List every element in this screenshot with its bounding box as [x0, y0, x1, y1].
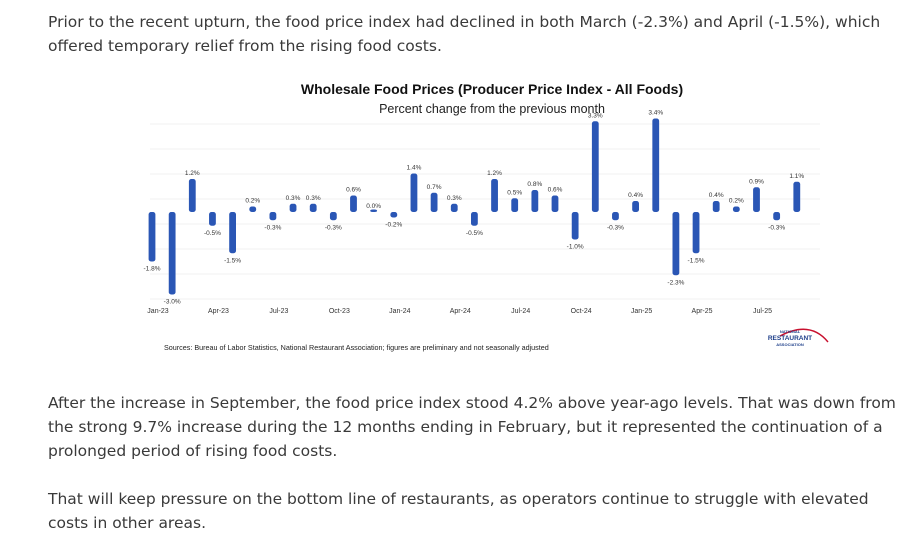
bar	[450, 203, 458, 212]
bar	[309, 203, 317, 212]
gridlines	[150, 123, 820, 300]
bar	[753, 187, 760, 212]
bar	[148, 212, 156, 262]
data-label: -0.2%	[385, 222, 402, 229]
data-label: 0.7%	[427, 184, 442, 191]
x-axis-ticks: Jan-23 Apr-23 Jul-23 Oct-23 Jan-24 Apr-24 Jul-…	[147, 308, 772, 315]
x-tick-label: Jan-25	[631, 308, 653, 315]
x-tick-label: Apr-24	[450, 308, 471, 315]
bar	[410, 173, 418, 212]
bar	[531, 190, 539, 212]
bar	[289, 203, 297, 212]
bar	[350, 195, 357, 212]
bar	[390, 212, 398, 218]
data-label: -1.5%	[224, 257, 241, 264]
x-tick-label: Jul-25	[753, 308, 772, 315]
intro-paragraph: Prior to the recent upturn, the food pri…	[48, 13, 881, 55]
data-label: -2.3%	[667, 279, 684, 286]
data-label: 1.4%	[407, 165, 422, 172]
bar	[188, 179, 196, 212]
bar	[471, 212, 478, 226]
food-price-chart: Wholesale Food Prices (Producer Price In…	[144, 81, 829, 352]
x-tick-label: Apr-23	[208, 308, 229, 315]
data-label: 0.3%	[286, 195, 301, 202]
bar	[430, 192, 438, 212]
data-label: 0.9%	[749, 178, 764, 185]
data-label: 0.6%	[346, 187, 361, 194]
outlook-paragraph: That will keep pressure on the bottom li…	[48, 490, 869, 532]
bar	[329, 212, 337, 221]
x-tick-label: Jan-23	[147, 308, 169, 315]
bar	[370, 209, 378, 212]
data-labels: -1.8% -3.0% 1.2% -0.5% -1.5% 0.2% -0.3% 0.3% 0.3…	[144, 110, 805, 306]
data-label: 0.0%	[366, 203, 381, 210]
data-label: -1.5%	[688, 257, 705, 264]
data-label: 0.4%	[628, 192, 643, 199]
data-label: 3.4%	[648, 110, 663, 117]
x-tick-label: Oct-23	[329, 308, 350, 315]
data-label: 0.8%	[527, 181, 542, 188]
x-tick-label: Oct-24	[571, 308, 592, 315]
bar	[612, 212, 619, 221]
bar	[249, 206, 257, 212]
bar	[511, 198, 519, 212]
bar	[773, 212, 781, 221]
data-label: -0.3%	[607, 224, 624, 231]
data-label: -0.3%	[264, 224, 281, 231]
bar	[652, 118, 660, 212]
chart-title: Wholesale Food Prices (Producer Price In…	[301, 81, 683, 97]
data-label: 0.2%	[245, 198, 260, 205]
data-label: 0.3%	[306, 195, 321, 202]
bar	[793, 181, 801, 212]
bars	[148, 118, 801, 295]
bar	[632, 201, 639, 212]
chart-source: Sources: Bureau of Labor Statistics, Nat…	[164, 343, 549, 352]
bar	[209, 212, 216, 226]
bar	[712, 201, 720, 212]
bar	[168, 212, 176, 295]
bar	[269, 212, 277, 221]
chart-subtitle: Percent change from the previous month	[379, 102, 605, 116]
bar	[229, 212, 236, 254]
bar	[732, 206, 740, 212]
bar	[692, 212, 700, 254]
data-label: 0.5%	[507, 189, 522, 196]
data-label: 1.2%	[185, 170, 200, 177]
data-label: -1.0%	[567, 244, 584, 251]
x-tick-label: Apr-25	[692, 308, 713, 315]
data-label: 0.3%	[447, 195, 462, 202]
data-label: 1.2%	[487, 170, 502, 177]
data-label: -0.3%	[325, 224, 342, 231]
data-label: -0.3%	[768, 224, 785, 231]
data-label: 3.3%	[588, 112, 603, 119]
bar	[551, 195, 559, 212]
logo-swoosh	[779, 328, 829, 343]
year-over-year-paragraph: After the increase in September, the foo…	[48, 394, 896, 460]
logo-bottom-text: ASSOCIATION	[776, 342, 804, 347]
logo-top-text: NATIONAL	[780, 329, 801, 334]
data-label: -3.0%	[164, 299, 181, 306]
bar	[571, 212, 579, 240]
bar	[672, 212, 680, 276]
data-label: -0.5%	[466, 230, 483, 237]
logo-main-text: RESTAURANT	[768, 335, 812, 342]
data-label: -1.8%	[144, 266, 161, 273]
data-label: 0.4%	[709, 192, 724, 199]
restaurant-association-logo: NATIONAL RESTAURANT ASSOCIATION	[768, 328, 829, 347]
bar	[591, 121, 599, 212]
data-label: 0.2%	[729, 198, 744, 205]
data-label: 1.1%	[789, 173, 804, 180]
data-label: 0.6%	[548, 187, 563, 194]
data-label: -0.5%	[204, 230, 221, 237]
x-tick-label: Jul-24	[511, 308, 530, 315]
x-tick-label: Jan-24	[389, 308, 411, 315]
x-tick-label: Jul-23	[269, 308, 288, 315]
bar	[491, 179, 498, 212]
